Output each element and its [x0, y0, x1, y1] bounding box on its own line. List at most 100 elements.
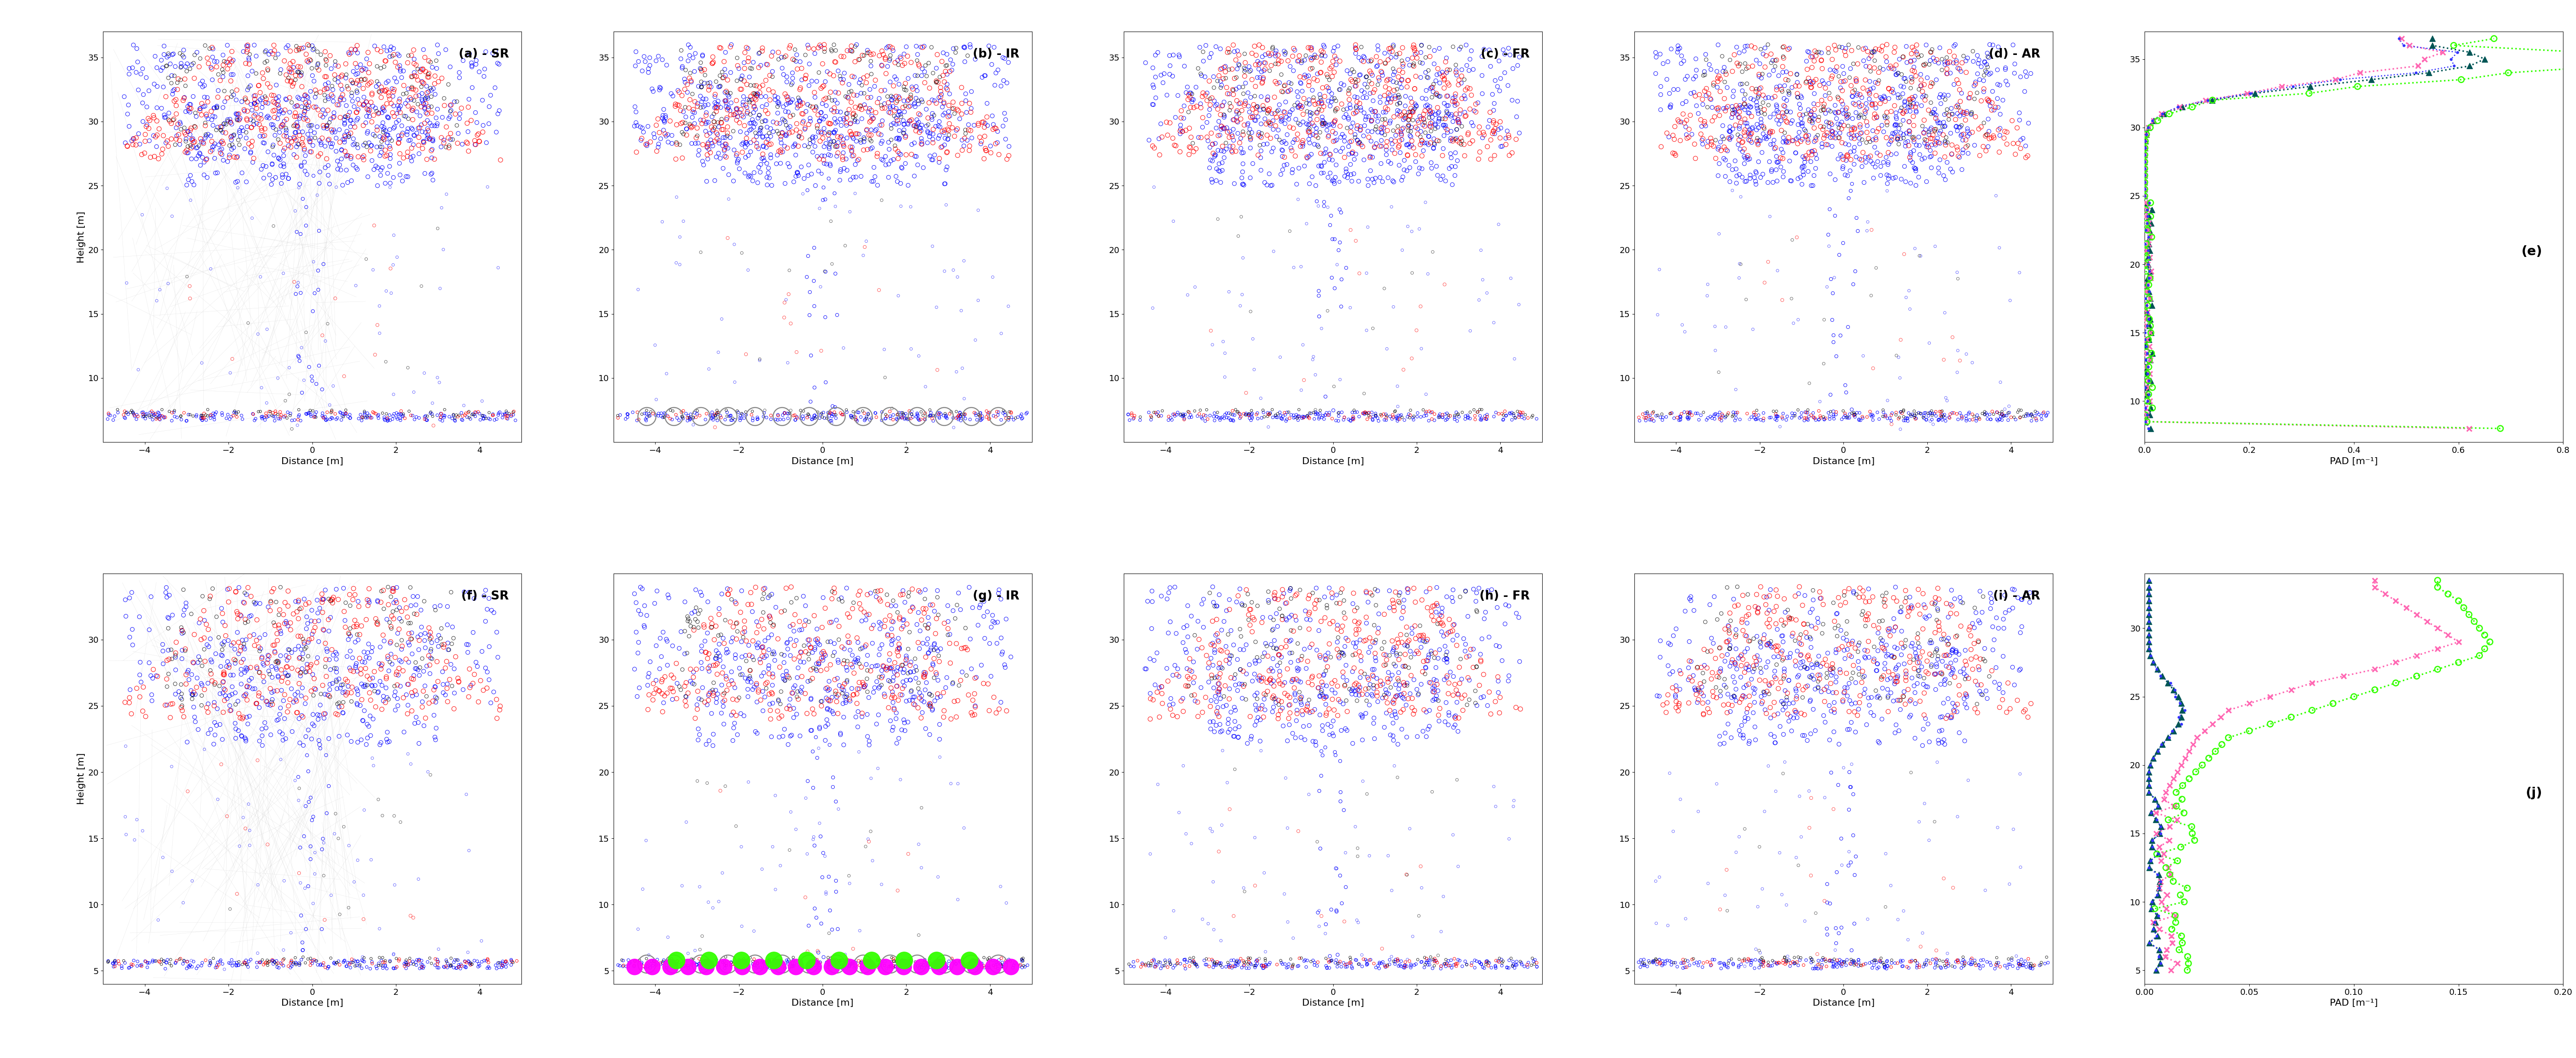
Point — [1293, 952, 1334, 969]
Point — [1829, 189, 1870, 206]
Point — [1723, 122, 1765, 139]
Point — [1172, 93, 1213, 110]
Point — [209, 54, 250, 71]
Point — [1463, 407, 1504, 424]
Point — [345, 959, 386, 975]
Point — [737, 77, 778, 94]
Point — [876, 957, 917, 974]
Point — [1942, 951, 1984, 968]
Point — [817, 689, 858, 706]
Point — [1628, 952, 1669, 969]
Point — [363, 131, 404, 148]
Point — [1991, 600, 2032, 617]
Point — [726, 955, 768, 972]
Point — [786, 845, 827, 862]
Point — [1193, 954, 1234, 971]
Point — [1837, 951, 1878, 968]
Point — [1924, 134, 1965, 151]
Point — [348, 108, 389, 125]
Point — [227, 129, 268, 146]
Point — [742, 138, 783, 154]
Point — [124, 404, 165, 421]
Point — [1301, 117, 1342, 134]
Point — [778, 89, 819, 106]
Point — [1448, 670, 1489, 687]
Point — [819, 955, 860, 972]
Point — [1790, 726, 1832, 743]
Point — [180, 406, 222, 423]
Point — [1893, 730, 1935, 747]
Point — [899, 622, 940, 639]
Point — [662, 404, 703, 421]
Point — [899, 411, 940, 427]
Point — [209, 900, 250, 917]
Point — [811, 689, 853, 706]
Point — [180, 657, 222, 674]
Point — [1275, 586, 1316, 603]
Point — [1492, 957, 1533, 974]
Point — [1798, 77, 1839, 94]
Point — [1432, 113, 1473, 130]
Point — [1321, 204, 1363, 221]
Point — [1383, 104, 1425, 121]
Point — [482, 959, 523, 975]
Point — [711, 106, 752, 123]
Point — [891, 654, 933, 671]
Point — [1788, 660, 1829, 677]
Point — [917, 642, 958, 659]
Point — [837, 87, 878, 104]
Point — [126, 69, 167, 86]
Point — [1270, 81, 1311, 98]
Point — [848, 959, 889, 975]
Point — [2004, 704, 2045, 720]
Point — [1412, 109, 1453, 126]
Point — [925, 955, 966, 972]
Point — [1378, 735, 1419, 752]
Point — [1785, 73, 1826, 90]
Point — [422, 241, 464, 258]
Point — [984, 952, 1025, 969]
Point — [1917, 658, 1958, 675]
Point — [698, 118, 739, 135]
Point — [1723, 96, 1765, 113]
Point — [1306, 651, 1347, 668]
Point — [1865, 89, 1906, 106]
Point — [111, 402, 152, 419]
Point — [904, 38, 945, 55]
Point — [1149, 952, 1190, 969]
Point — [451, 54, 492, 71]
Point — [1777, 953, 1819, 970]
Point — [1759, 112, 1801, 129]
Point — [2007, 407, 2048, 424]
Point — [1355, 108, 1396, 125]
Point — [1355, 81, 1396, 98]
Point — [1347, 955, 1388, 972]
Point — [598, 409, 639, 426]
Point — [301, 841, 343, 858]
Point — [1757, 954, 1798, 971]
Point — [1172, 408, 1213, 425]
Point — [108, 106, 149, 123]
Point — [1383, 361, 1425, 378]
Point — [796, 99, 837, 116]
Point — [1821, 638, 1862, 655]
Point — [1765, 660, 1806, 677]
Point — [804, 589, 845, 606]
Point — [1275, 96, 1316, 113]
Point — [814, 53, 855, 70]
Point — [961, 407, 1002, 424]
Point — [685, 107, 726, 124]
Point — [98, 952, 139, 969]
Point — [680, 54, 721, 71]
Point — [1355, 406, 1396, 423]
Point — [1914, 596, 1955, 613]
Point — [477, 691, 518, 708]
Point — [1314, 672, 1355, 689]
Point — [2164, 701, 2205, 718]
Point — [817, 62, 858, 79]
Point — [1350, 52, 1391, 69]
Point — [1278, 635, 1319, 652]
Point — [1193, 713, 1234, 730]
Point — [420, 139, 461, 156]
Point — [781, 953, 822, 970]
